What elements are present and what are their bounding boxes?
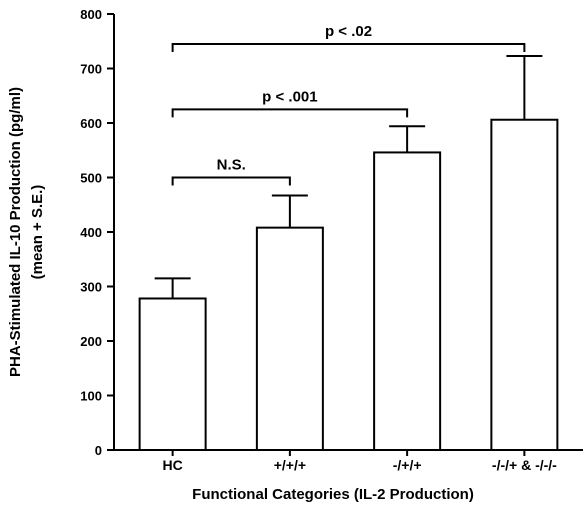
- y-tick-label: 300: [80, 280, 102, 295]
- y-tick-label: 800: [80, 7, 102, 22]
- y-tick-label: 400: [80, 225, 102, 240]
- x-axis-title: Functional Categories (IL-2 Production): [192, 486, 474, 503]
- bar: [255, 226, 324, 451]
- x-tick-label: -/-/+ & -/-/-: [492, 457, 557, 473]
- y-tick-label: 0: [95, 443, 102, 458]
- bar: [373, 151, 442, 451]
- y-axis-title-line2: (mean + S.E.): [29, 185, 46, 280]
- significance-bracket: [171, 42, 526, 52]
- y-tick-label: 700: [80, 62, 102, 77]
- x-tick-label: +/+/+: [274, 457, 306, 473]
- bar: [490, 118, 559, 451]
- y-tick-label: 100: [80, 389, 102, 404]
- y-axis-title: PHA-Stimulated IL-10 Production (pg/ml) …: [7, 87, 46, 377]
- significance-bracket: [171, 176, 291, 186]
- y-axis-title-line1: PHA-Stimulated IL-10 Production (pg/ml): [7, 87, 24, 377]
- x-tick-label: HC: [163, 457, 183, 473]
- significance-label: p < .001: [262, 88, 317, 105]
- significance-label: p < .02: [325, 23, 372, 40]
- y-tick-label: 500: [80, 171, 102, 186]
- significance-bracket: [171, 108, 409, 118]
- bar: [138, 297, 207, 451]
- x-tick-label: -/+/+: [393, 457, 422, 473]
- significance-label: N.S.: [217, 157, 246, 174]
- y-tick-label: 200: [80, 334, 102, 349]
- plot-area: 0 100 200 300 400 500 600 700 800 HC +/+/+ -/+/+ -/-…: [80, 7, 583, 473]
- y-tick-label: 600: [80, 116, 102, 131]
